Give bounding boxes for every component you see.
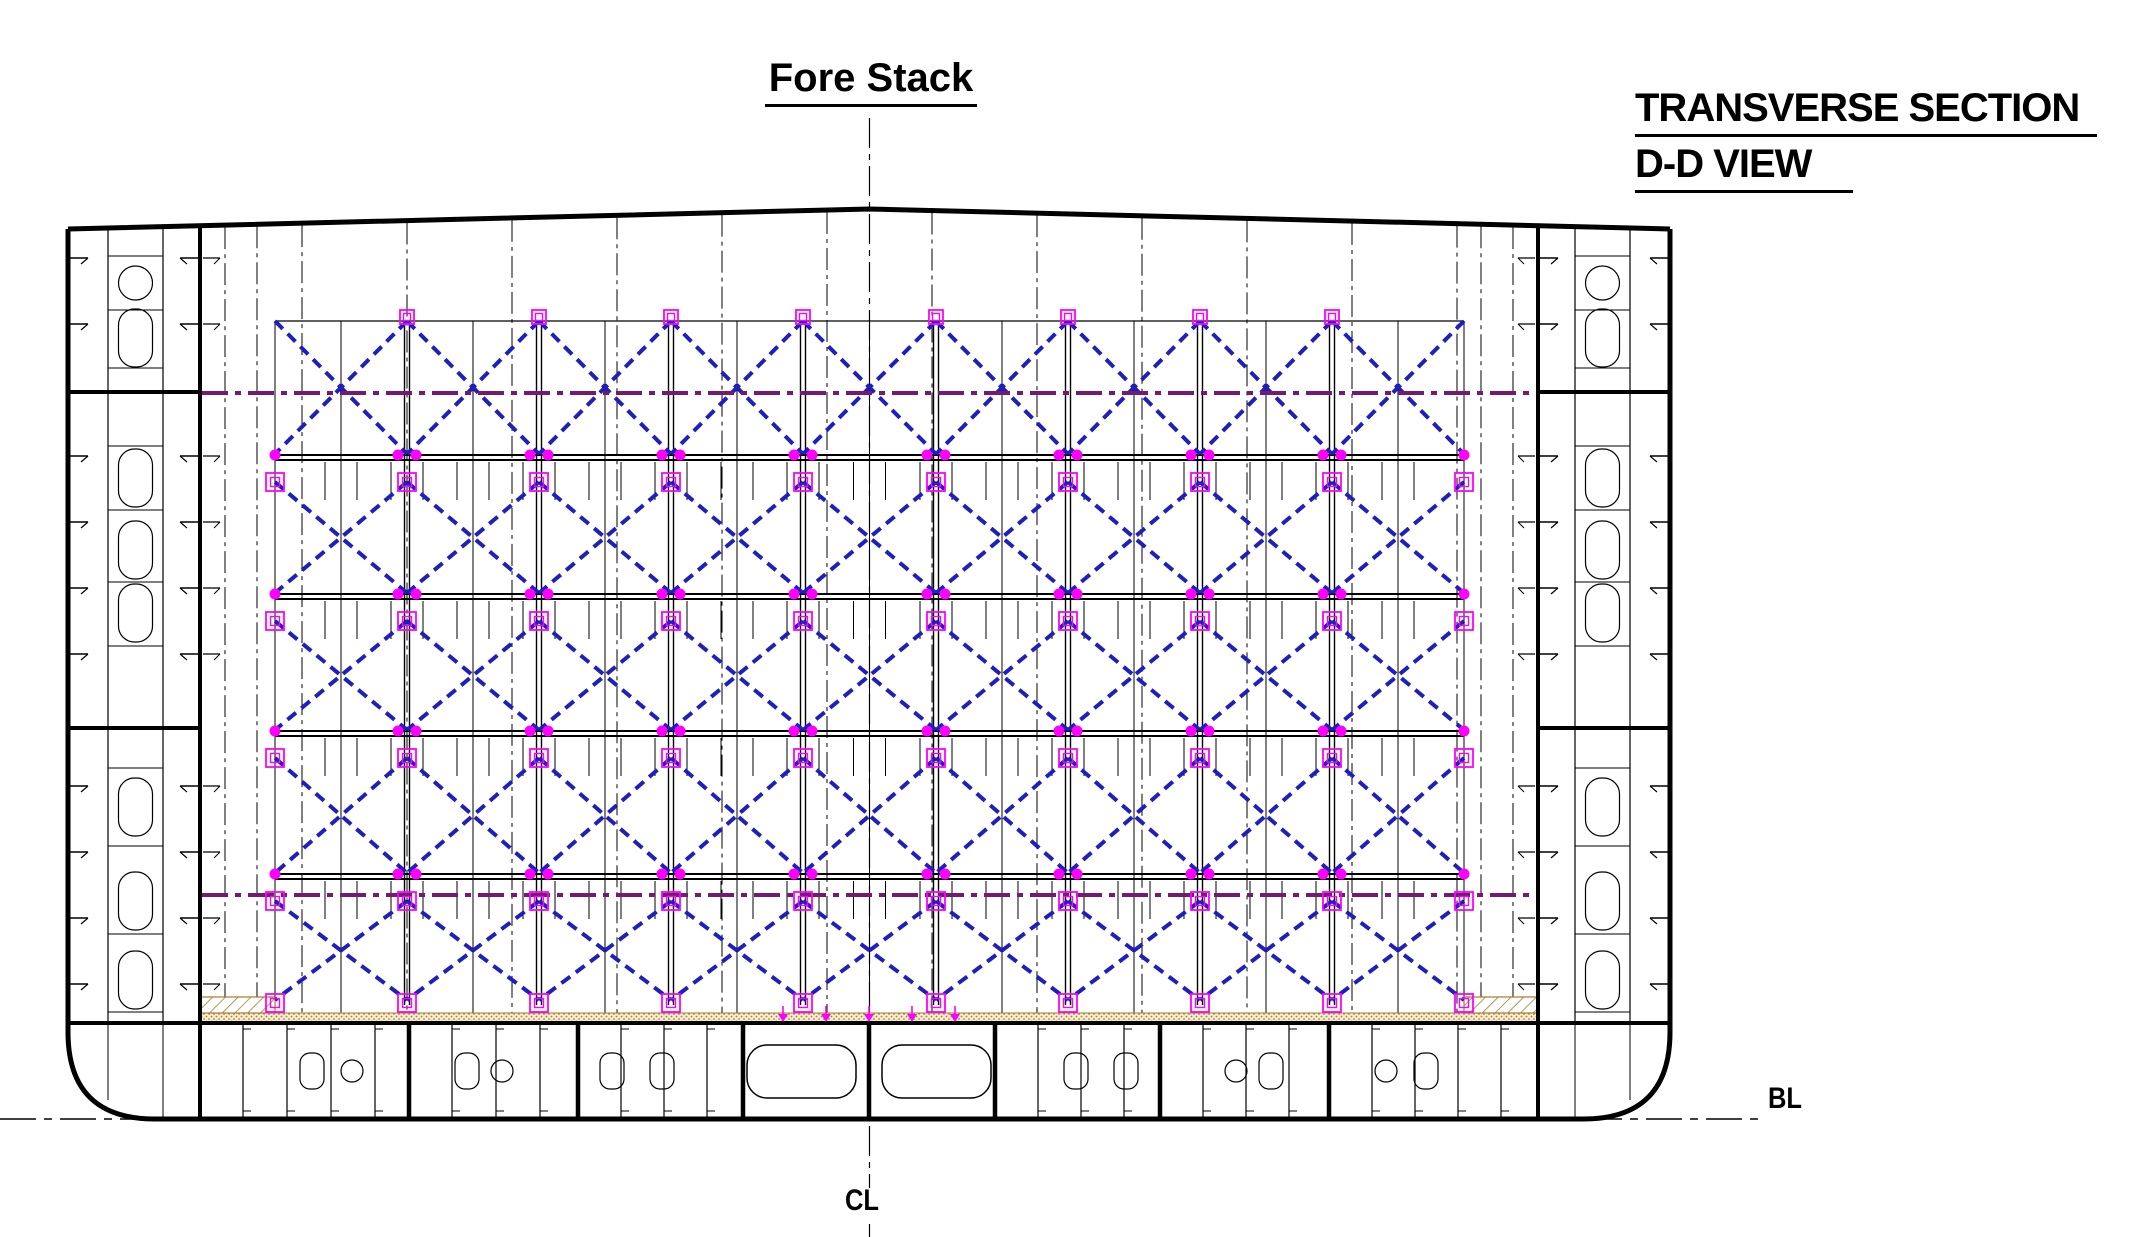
lashing-diagonals xyxy=(273,319,1466,1002)
double-bottom-structure xyxy=(242,1023,1509,1119)
view-subtitle: D-D VIEW xyxy=(1635,142,1853,193)
centerline-label: CL xyxy=(845,1184,879,1217)
fore-stack-title: Fore Stack xyxy=(765,56,977,107)
wing-tank-structure xyxy=(68,228,1670,1119)
baseline-label: BL xyxy=(1768,1082,1802,1115)
hull-outline xyxy=(65,206,1673,1122)
purple-reference-lines xyxy=(202,391,1536,897)
cell-guide-structure xyxy=(274,320,1465,1013)
lashing-fittings xyxy=(265,309,1474,1022)
view-title: TRANSVERSE SECTION xyxy=(1635,86,2097,137)
